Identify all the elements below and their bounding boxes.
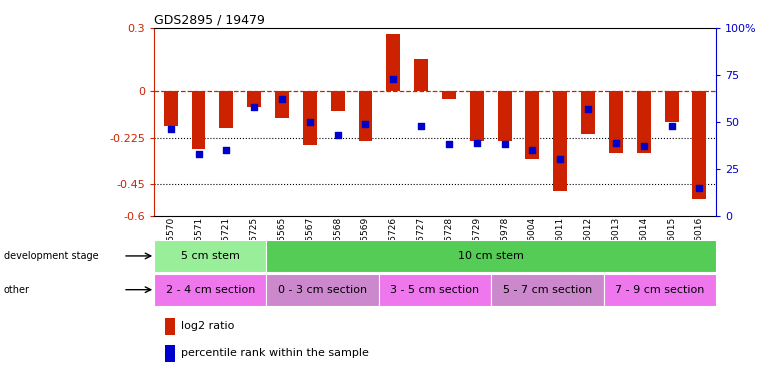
Point [665, 123, 678, 129]
Bar [275, 91, 289, 118]
Point [276, 96, 288, 102]
Bar [154, 240, 266, 272]
Text: 2 - 4 cm section: 2 - 4 cm section [166, 285, 255, 295]
Bar [442, 91, 456, 99]
Text: 5 cm stem: 5 cm stem [181, 251, 239, 261]
Text: development stage: development stage [4, 251, 99, 261]
Text: 5 - 7 cm section: 5 - 7 cm section [503, 285, 592, 295]
Point [443, 141, 455, 147]
Point [248, 104, 260, 110]
Point [470, 140, 483, 146]
Bar [692, 91, 706, 199]
Bar [665, 91, 678, 122]
Bar [554, 91, 567, 190]
Bar [387, 34, 400, 91]
Text: 3 - 5 cm section: 3 - 5 cm section [390, 285, 480, 295]
Point [387, 76, 400, 82]
Text: 7 - 9 cm section: 7 - 9 cm section [615, 285, 705, 295]
Point [303, 119, 316, 125]
Point [332, 132, 344, 138]
Text: 0 - 3 cm section: 0 - 3 cm section [278, 285, 367, 295]
Point [415, 123, 427, 129]
Text: percentile rank within the sample: percentile rank within the sample [181, 348, 369, 358]
Bar [637, 91, 651, 153]
Bar [266, 274, 379, 306]
Text: GDS2895 / 19479: GDS2895 / 19479 [154, 14, 265, 27]
Bar [604, 274, 716, 306]
Bar [414, 59, 428, 91]
Text: 10 cm stem: 10 cm stem [458, 251, 524, 261]
Bar [581, 91, 595, 134]
Bar [330, 91, 345, 111]
Bar [303, 91, 316, 145]
Bar [609, 91, 623, 153]
Bar [470, 91, 484, 141]
Point [610, 140, 622, 146]
Bar [166, 345, 176, 362]
Bar [247, 91, 261, 107]
Bar [379, 274, 491, 306]
Point [693, 184, 705, 190]
Bar [219, 91, 233, 128]
Bar [166, 318, 176, 334]
Text: log2 ratio: log2 ratio [181, 321, 234, 332]
Point [192, 151, 205, 157]
Bar [525, 91, 540, 159]
Bar [497, 91, 511, 141]
Point [220, 147, 233, 153]
Bar [266, 240, 716, 272]
Point [638, 143, 650, 149]
Point [554, 156, 567, 162]
Bar [154, 274, 266, 306]
Bar [491, 274, 604, 306]
Bar [164, 91, 178, 126]
Point [526, 147, 538, 153]
Point [582, 106, 594, 112]
Bar [359, 91, 373, 141]
Text: other: other [4, 285, 30, 295]
Point [360, 121, 372, 127]
Point [165, 126, 177, 132]
Bar [192, 91, 206, 149]
Point [498, 141, 511, 147]
